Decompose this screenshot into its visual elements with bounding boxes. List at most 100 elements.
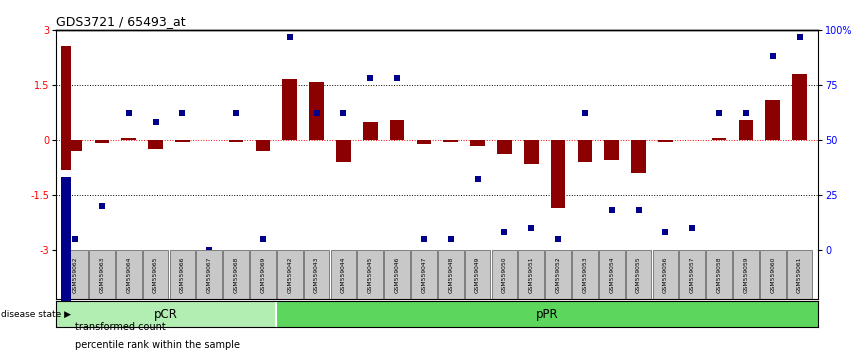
Bar: [792, 74, 807, 140]
Bar: [61, 177, 71, 301]
Point: [551, 236, 565, 241]
Text: GSM559069: GSM559069: [261, 256, 265, 292]
Text: GDS3721 / 65493_at: GDS3721 / 65493_at: [56, 15, 186, 28]
Text: GSM559053: GSM559053: [583, 256, 587, 293]
Bar: [148, 140, 163, 149]
Bar: [604, 140, 619, 160]
Bar: [276, 301, 818, 327]
FancyBboxPatch shape: [411, 250, 436, 299]
Point: [256, 236, 270, 241]
Text: GSM559057: GSM559057: [689, 256, 695, 293]
Text: GSM559058: GSM559058: [716, 256, 721, 293]
Point: [229, 111, 243, 116]
Bar: [497, 140, 512, 154]
Point: [95, 203, 109, 209]
FancyBboxPatch shape: [679, 250, 705, 299]
Point: [149, 119, 163, 125]
Point: [792, 34, 806, 40]
Text: GSM559052: GSM559052: [556, 256, 560, 293]
Bar: [739, 120, 753, 140]
Point: [712, 111, 726, 116]
Point: [283, 34, 297, 40]
FancyBboxPatch shape: [465, 250, 490, 299]
Bar: [229, 140, 243, 142]
Point: [739, 111, 753, 116]
Point: [604, 207, 618, 213]
Bar: [470, 140, 485, 147]
Bar: [121, 138, 136, 140]
Text: GSM559059: GSM559059: [743, 256, 748, 293]
FancyBboxPatch shape: [116, 250, 142, 299]
Point: [470, 177, 484, 182]
Text: GSM559060: GSM559060: [770, 256, 775, 292]
Text: GSM559045: GSM559045: [368, 256, 372, 293]
Text: GSM559049: GSM559049: [475, 256, 480, 292]
FancyBboxPatch shape: [438, 250, 463, 299]
Bar: [94, 140, 109, 143]
Text: GSM559064: GSM559064: [126, 256, 132, 292]
FancyBboxPatch shape: [170, 250, 196, 299]
Text: GSM559042: GSM559042: [288, 256, 292, 293]
Text: GSM559044: GSM559044: [341, 256, 346, 292]
Bar: [578, 140, 592, 162]
Text: GSM559054: GSM559054: [610, 256, 614, 293]
Text: GSM559063: GSM559063: [100, 256, 105, 292]
FancyBboxPatch shape: [304, 250, 329, 299]
Text: GSM559047: GSM559047: [422, 256, 426, 293]
Point: [310, 111, 324, 116]
Point: [337, 111, 351, 116]
FancyBboxPatch shape: [786, 250, 812, 299]
FancyBboxPatch shape: [62, 250, 88, 299]
FancyBboxPatch shape: [143, 250, 169, 299]
FancyBboxPatch shape: [759, 250, 785, 299]
Point: [658, 229, 672, 235]
FancyBboxPatch shape: [197, 250, 222, 299]
Bar: [631, 140, 646, 173]
Text: GSM559068: GSM559068: [234, 256, 238, 292]
FancyBboxPatch shape: [250, 250, 275, 299]
Bar: [363, 121, 378, 140]
Text: GSM559048: GSM559048: [449, 256, 453, 292]
Bar: [712, 138, 727, 140]
FancyBboxPatch shape: [706, 250, 732, 299]
Text: GSM559046: GSM559046: [395, 256, 399, 292]
Bar: [766, 99, 780, 140]
Text: GSM559066: GSM559066: [180, 256, 185, 292]
FancyBboxPatch shape: [546, 250, 571, 299]
Text: GSM559062: GSM559062: [73, 256, 78, 293]
FancyBboxPatch shape: [572, 250, 598, 299]
Text: GSM559065: GSM559065: [153, 256, 158, 293]
FancyBboxPatch shape: [519, 250, 544, 299]
FancyBboxPatch shape: [492, 250, 517, 299]
Point: [685, 225, 699, 230]
Text: GSM559056: GSM559056: [662, 256, 668, 293]
Bar: [175, 140, 190, 142]
FancyBboxPatch shape: [626, 250, 651, 299]
Bar: [309, 82, 324, 140]
Point: [68, 236, 82, 241]
FancyBboxPatch shape: [331, 250, 356, 299]
FancyBboxPatch shape: [599, 250, 624, 299]
Bar: [255, 140, 270, 151]
FancyBboxPatch shape: [733, 250, 759, 299]
Text: GSM559043: GSM559043: [314, 256, 319, 292]
Text: GSM559051: GSM559051: [529, 256, 533, 293]
Text: GSM559055: GSM559055: [637, 256, 641, 293]
Text: GSM559061: GSM559061: [797, 256, 802, 293]
Text: disease state ▶: disease state ▶: [1, 310, 71, 319]
Bar: [61, 46, 71, 170]
Bar: [417, 140, 431, 144]
Point: [631, 207, 645, 213]
Point: [524, 225, 538, 230]
FancyBboxPatch shape: [653, 250, 678, 299]
Text: percentile rank within the sample: percentile rank within the sample: [75, 340, 241, 350]
FancyBboxPatch shape: [223, 250, 249, 299]
Bar: [443, 140, 458, 142]
Bar: [524, 140, 539, 164]
Bar: [336, 140, 351, 162]
Point: [497, 229, 511, 235]
Text: GSM559050: GSM559050: [502, 256, 507, 293]
FancyBboxPatch shape: [277, 250, 302, 299]
Text: pPR: pPR: [536, 308, 559, 321]
Text: transformed count: transformed count: [75, 322, 166, 332]
